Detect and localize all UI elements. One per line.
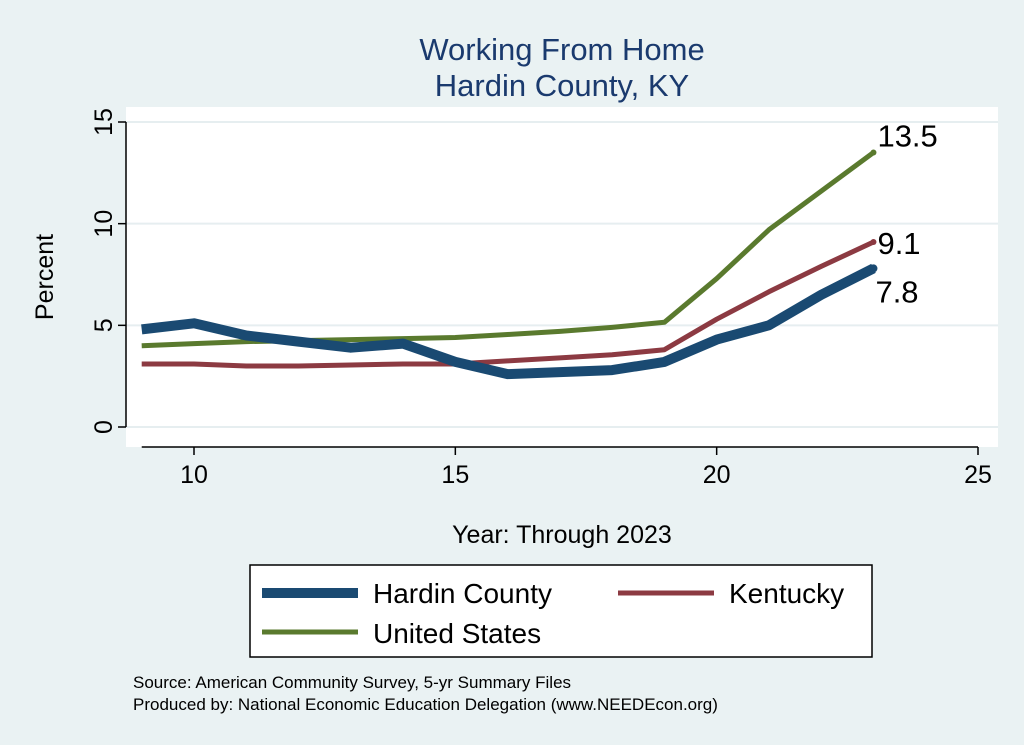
end-label-kentucky: 9.1 (877, 226, 920, 261)
x-tick-label-10: 10 (180, 461, 208, 489)
y-tick-label-10: 10 (90, 210, 118, 238)
series-endpoint-kentucky (870, 238, 877, 245)
y-tick-label-0: 0 (90, 420, 118, 434)
series-line-hardin-county (141, 263, 876, 380)
legend-box (249, 564, 873, 658)
series-endpoint-united-states (870, 149, 877, 156)
grid-lines (126, 121, 998, 428)
y-axis-title: Percent (31, 234, 59, 320)
legend-label-united-states: United States (373, 618, 541, 649)
x-tick-label-25: 25 (964, 461, 992, 489)
producer-note: Produced by: National Economic Education… (133, 695, 718, 714)
series-line-kentucky (141, 239, 875, 369)
end-label-united-states: 13.5 (877, 119, 937, 154)
x-tick-label-20: 20 (703, 461, 731, 489)
end-labels: 7.8 9.1 13.5 (875, 119, 937, 310)
series-endpoint-hardin-county (869, 264, 878, 273)
chart-title-line-2: Hardin County, KY (435, 68, 689, 103)
chart-title-line-1: Working From Home (419, 32, 704, 67)
legend-label-kentucky: Kentucky (729, 578, 844, 609)
axes: 0 5 10 15 10 15 20 25 (90, 108, 992, 489)
y-tick-label-15: 15 (90, 108, 118, 136)
series-lines (141, 149, 878, 380)
y-tick-label-5: 5 (90, 318, 118, 332)
x-tick-label-15: 15 (441, 461, 469, 489)
legend: Hardin County Kentucky United States (249, 564, 873, 658)
x-axis-title: Year: Through 2023 (452, 521, 672, 549)
source-note: Source: American Community Survey, 5-yr … (133, 673, 571, 692)
end-label-hardin-county: 7.8 (875, 274, 918, 309)
legend-label-hardin-county: Hardin County (373, 578, 552, 609)
